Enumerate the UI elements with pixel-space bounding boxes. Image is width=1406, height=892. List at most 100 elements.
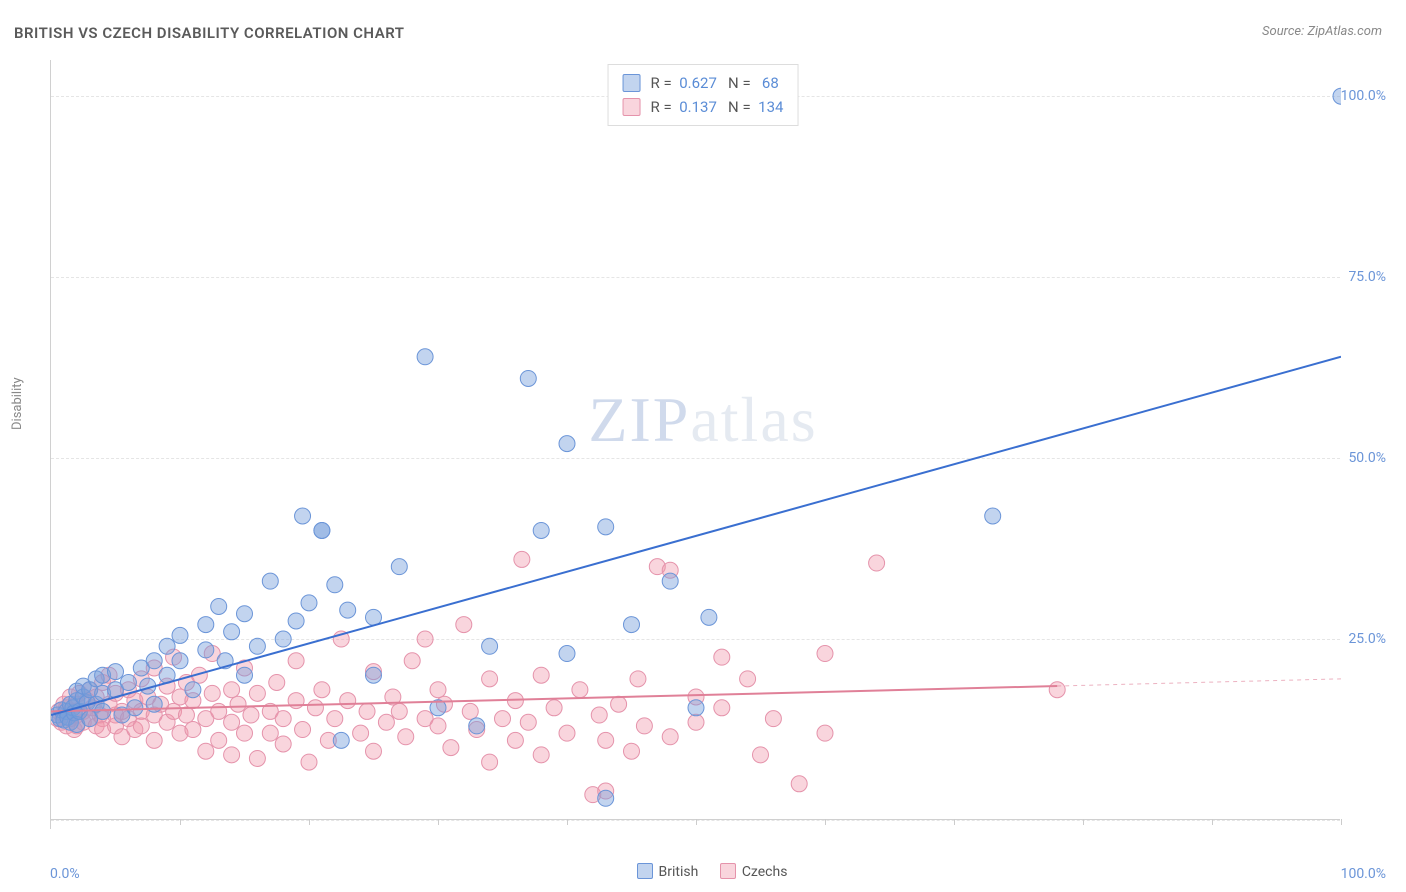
czechs-point (482, 754, 498, 770)
czechs-point (817, 646, 833, 662)
british-point (198, 642, 214, 658)
czechs-point (869, 555, 885, 571)
czechs-point (791, 776, 807, 792)
czechs-point (243, 707, 259, 723)
british-point (185, 682, 201, 698)
stat-legend-row-czechs: R = 0.137 N = 134 (623, 95, 784, 119)
british-point (520, 370, 536, 386)
source-prefix: Source: (1262, 24, 1307, 39)
british-point (624, 617, 640, 633)
czechs-point (456, 617, 472, 633)
plot-area (50, 60, 1340, 820)
czechs-point (533, 667, 549, 683)
r-value-british: 0.627 (679, 74, 717, 92)
british-point (275, 631, 291, 647)
n-label: N = (728, 74, 751, 92)
czechs-point (211, 703, 227, 719)
czechs-point (404, 653, 420, 669)
british-point (327, 577, 343, 593)
czechs-point (546, 700, 562, 716)
british-point (288, 613, 304, 629)
y-tick-label: 25.0% (1348, 631, 1386, 647)
y-tick-label: 50.0% (1348, 450, 1386, 466)
chart-title: BRITISH VS CZECH DISABILITY CORRELATION … (14, 24, 404, 42)
british-point (314, 522, 330, 538)
british-point (533, 522, 549, 538)
czechs-point (204, 685, 220, 701)
czechs-point (288, 653, 304, 669)
czechs-point (714, 700, 730, 716)
czechs-point (520, 714, 536, 730)
czechs-point (185, 722, 201, 738)
czechs-point (340, 693, 356, 709)
british-point (366, 667, 382, 683)
legend-swatch-czechs (623, 98, 641, 116)
british-point (559, 646, 575, 662)
british-point (333, 732, 349, 748)
czechs-point (753, 747, 769, 763)
czechs-point (495, 711, 511, 727)
british-point (301, 595, 317, 611)
czechs-point (714, 649, 730, 665)
czechs-trendline-extrapolated (1057, 679, 1341, 686)
czechs-point (359, 703, 375, 719)
czechs-point (572, 682, 588, 698)
british-point (559, 436, 575, 452)
british-point (95, 703, 111, 719)
czechs-point (817, 725, 833, 741)
czechs-point (598, 732, 614, 748)
r-label: R = (651, 98, 672, 116)
x-axis-legend: British Czechs (0, 863, 1406, 880)
czechs-point (133, 718, 149, 734)
czechs-point (765, 711, 781, 727)
british-point (127, 700, 143, 716)
stat-legend-row-british: R = 0.627 N = 68 (623, 71, 784, 95)
stat-legend: R = 0.627 N = 68 R = 0.137 N = 134 (608, 64, 799, 126)
czechs-point (249, 685, 265, 701)
czechs-point (198, 743, 214, 759)
czechs-point (178, 707, 194, 723)
czechs-point (559, 725, 575, 741)
czechs-point (327, 711, 343, 727)
chart-container: BRITISH VS CZECH DISABILITY CORRELATION … (0, 0, 1406, 892)
czechs-point (269, 674, 285, 690)
british-point (211, 598, 227, 614)
british-point (120, 674, 136, 690)
czechs-point (295, 722, 311, 738)
czechs-point (740, 671, 756, 687)
czechs-point (417, 631, 433, 647)
czechs-point (662, 729, 678, 745)
czechs-point (507, 732, 523, 748)
r-label: R = (651, 74, 672, 92)
czechs-point (378, 714, 394, 730)
czechs-point (482, 671, 498, 687)
czechs-point (224, 747, 240, 763)
british-point (985, 508, 1001, 524)
czechs-point (398, 729, 414, 745)
british-point (482, 638, 498, 654)
british-point (249, 638, 265, 654)
x-legend-swatch-czechs (720, 863, 736, 879)
y-tick-label: 100.0% (1341, 88, 1386, 104)
czechs-point (146, 732, 162, 748)
british-point (340, 602, 356, 618)
x-legend-label-british: British (659, 864, 699, 880)
czechs-point (636, 718, 652, 734)
british-point (198, 617, 214, 633)
czechs-point (611, 696, 627, 712)
british-point (146, 653, 162, 669)
czechs-point (624, 743, 640, 759)
british-trendline (51, 357, 1341, 715)
legend-swatch-british (623, 74, 641, 92)
british-point (391, 559, 407, 575)
british-point (159, 638, 175, 654)
british-point (262, 573, 278, 589)
british-point (662, 573, 678, 589)
british-point (701, 609, 717, 625)
source-attribution: Source: ZipAtlas.com (1262, 24, 1382, 39)
czechs-point (237, 725, 253, 741)
british-point (688, 700, 704, 716)
czechs-point (224, 682, 240, 698)
british-point (237, 667, 253, 683)
source-name: ZipAtlas.com (1307, 24, 1382, 39)
